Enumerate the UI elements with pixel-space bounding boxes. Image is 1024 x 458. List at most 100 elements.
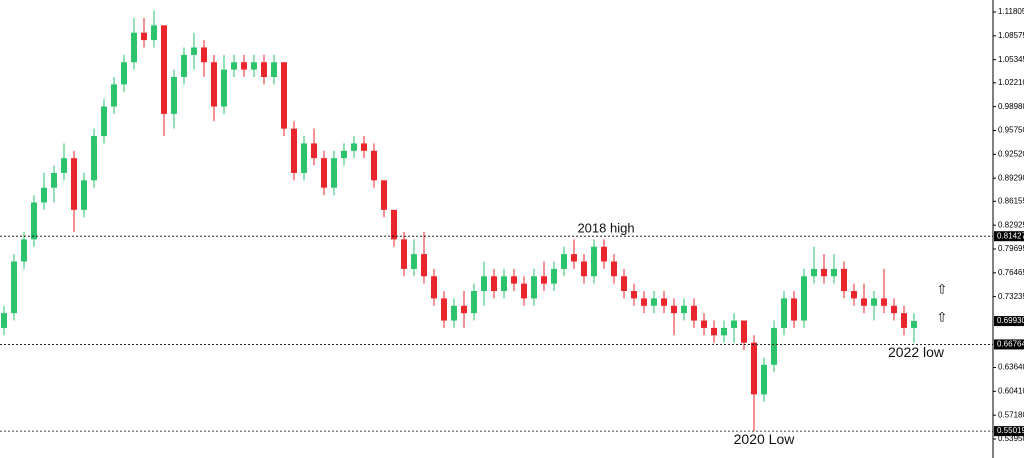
candle-body — [721, 327, 727, 336]
candle-body — [611, 261, 617, 277]
candle-body — [781, 298, 787, 328]
candle-body — [21, 239, 27, 262]
y-tick-label: 1.08575 — [998, 31, 1024, 40]
candle-body — [211, 62, 217, 107]
candle-body — [741, 320, 747, 343]
y-tick-label: 0.76465 — [998, 268, 1024, 277]
candle-body — [641, 298, 647, 306]
candle-body — [711, 327, 717, 336]
candle-body — [251, 62, 257, 70]
candle-body — [501, 276, 507, 292]
candle-body — [851, 291, 857, 299]
candle-body — [71, 158, 77, 210]
level-annotation: 2018 high — [577, 221, 634, 236]
candle-body — [531, 276, 537, 299]
candle-body — [861, 298, 867, 306]
candle-body — [841, 268, 847, 292]
candle-body — [471, 291, 477, 314]
candle-body — [151, 25, 157, 41]
candle-body — [701, 320, 707, 328]
candle-body — [621, 276, 627, 292]
arrow-icon: ⇧ — [937, 281, 948, 296]
candle-body — [401, 239, 407, 269]
candle-body — [201, 47, 207, 63]
candle-body — [381, 180, 387, 210]
candle-body — [111, 84, 117, 107]
candle-body — [761, 364, 767, 395]
candle-body — [291, 128, 297, 173]
candle-body — [821, 268, 827, 277]
level-box — [994, 231, 1024, 242]
level-annotation: 2022 low — [888, 344, 945, 360]
candle-body — [481, 276, 487, 292]
candle-body — [351, 143, 357, 151]
candle-body — [801, 276, 807, 321]
y-tick-label: 1.11805 — [998, 7, 1024, 16]
candle-body — [181, 54, 187, 77]
candle-body — [221, 69, 227, 107]
candle-body — [651, 298, 657, 306]
level-annotation: 2020 Low — [734, 431, 796, 447]
candle-body — [811, 268, 817, 277]
candle-body — [871, 298, 877, 306]
candle-body — [271, 62, 277, 77]
candle-body — [311, 143, 317, 159]
candle-body — [511, 276, 517, 284]
candle-body — [601, 246, 607, 262]
candle-body — [331, 158, 337, 188]
level-label: 0.81427 — [997, 231, 1024, 240]
candle-body — [751, 342, 757, 395]
candle-body — [461, 305, 467, 314]
candle-body — [101, 106, 107, 137]
candle-body — [91, 136, 97, 181]
candle-body — [431, 276, 437, 299]
candle-body — [281, 62, 287, 129]
candle-body — [831, 268, 837, 277]
candle-body — [441, 298, 447, 321]
candle-body — [591, 246, 597, 277]
y-tick-label: 0.73235 — [998, 292, 1024, 301]
y-tick-label: 1.05345 — [998, 55, 1024, 64]
candle-body — [771, 327, 777, 365]
y-tick-label: 0.82925 — [998, 220, 1024, 229]
candle-body — [141, 32, 147, 41]
candle-body — [671, 305, 677, 314]
candle-body — [491, 276, 497, 292]
level-label: 0.55019 — [997, 426, 1024, 435]
candle-body — [901, 313, 907, 328]
candle-body — [361, 143, 367, 151]
candle-body — [731, 320, 737, 328]
candle-body — [521, 283, 527, 299]
candle-body — [81, 180, 87, 210]
candle-body — [411, 254, 417, 269]
candle-body — [581, 261, 587, 277]
candle-body — [911, 321, 917, 328]
candle-body — [661, 298, 667, 306]
candle-body — [881, 298, 887, 306]
candle-body — [571, 254, 577, 262]
candle-body — [541, 276, 547, 284]
candle-body — [131, 32, 137, 63]
level-box — [994, 339, 1024, 350]
candle-body — [371, 150, 377, 181]
candle-body — [791, 298, 797, 321]
arrow-icon: ⇧ — [937, 309, 948, 324]
candle-body — [391, 209, 397, 240]
y-tick-label: 0.86155 — [998, 196, 1024, 205]
current-price-label: 0.69930 — [997, 316, 1024, 325]
candle-body — [161, 25, 167, 114]
candle-body — [551, 268, 557, 284]
candle-body — [681, 305, 687, 314]
candle-body — [41, 187, 47, 203]
